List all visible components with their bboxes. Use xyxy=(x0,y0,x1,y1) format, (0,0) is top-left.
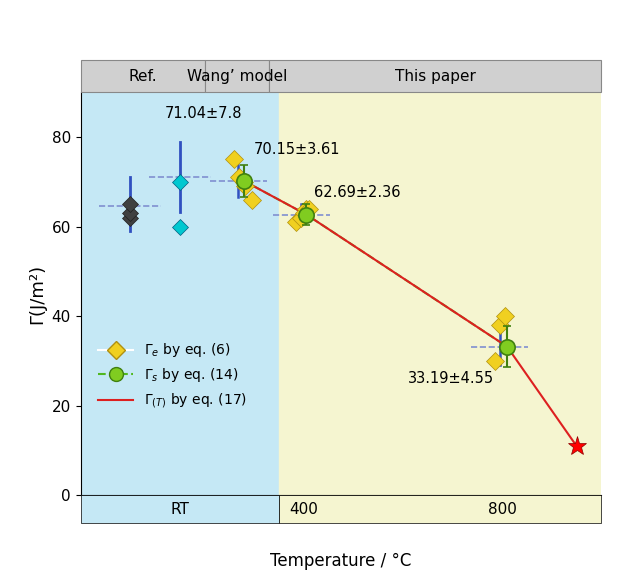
Text: This paper: This paper xyxy=(395,69,476,84)
Legend: $\Gamma_e$ by eq. (6), $\Gamma_s$ by eq. (14), $\Gamma_{(T)}$ by eq. (17): $\Gamma_e$ by eq. (6), $\Gamma_s$ by eq.… xyxy=(93,336,253,416)
Bar xyxy=(279,92,601,495)
Bar xyxy=(81,495,279,523)
Bar xyxy=(81,60,205,92)
Text: RT: RT xyxy=(170,502,189,517)
Text: 71.04±7.8: 71.04±7.8 xyxy=(165,107,242,122)
Bar xyxy=(81,92,279,495)
Bar xyxy=(269,60,601,92)
Text: 62.69±2.36: 62.69±2.36 xyxy=(314,185,401,200)
Bar xyxy=(205,60,269,92)
Text: 800: 800 xyxy=(488,502,516,517)
Text: Temperature / °C: Temperature / °C xyxy=(270,552,412,570)
Text: Wang’ model: Wang’ model xyxy=(187,69,287,84)
Text: 70.15±3.61: 70.15±3.61 xyxy=(254,142,341,157)
Bar xyxy=(279,495,601,523)
Text: 33.19±4.55: 33.19±4.55 xyxy=(408,370,494,385)
Y-axis label: Γ(J/m²): Γ(J/m²) xyxy=(28,264,46,324)
Text: 400: 400 xyxy=(290,502,318,517)
Text: Ref.: Ref. xyxy=(128,69,157,84)
